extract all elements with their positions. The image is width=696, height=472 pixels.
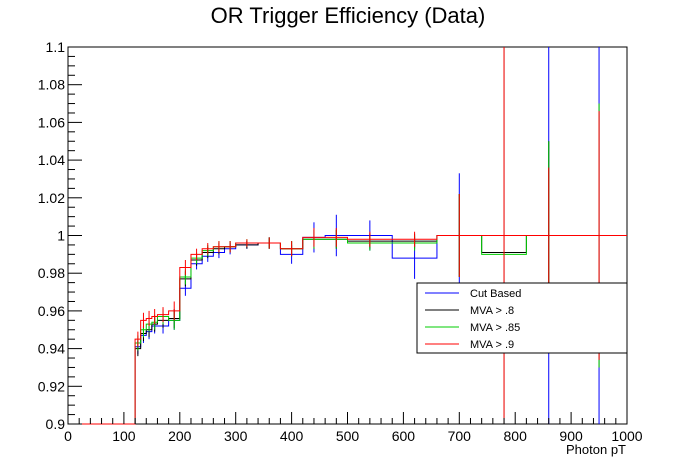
chart-title: OR Trigger Efficiency (Data) [211,3,486,28]
legend-label: MVA > .8 [470,305,514,317]
y-tick-label: 0.96 [38,303,65,319]
y-axis: 0.9 0.92 0.94 0.96 0.98 1 1.02 1.04 1.06 1.08 1.1 [38,39,82,432]
x-axis-title: Photon pT [566,442,626,457]
x-tick-label: 800 [504,428,528,444]
x-tick-label: 400 [280,428,304,444]
y-tick-label: 0.98 [38,265,65,281]
x-tick-label: 1000 [611,428,642,444]
series-step-line [68,235,627,425]
y-tick-label: 0.94 [38,341,65,357]
x-tick-label: 0 [64,428,72,444]
x-tick-label: 600 [392,428,416,444]
legend: Cut Based MVA > .8 MVA > .85 MVA > .9 [416,282,628,354]
y-tick-label: 1.06 [38,114,65,130]
x-tick-label: 900 [559,428,583,444]
legend-label: MVA > .9 [470,339,514,351]
plot-area [67,46,628,425]
y-tick-label: 1 [57,228,65,244]
x-tick-label: 700 [448,428,472,444]
y-tick-label: 0.92 [38,378,65,394]
y-tick-label: 1.04 [38,152,65,168]
x-tick-label: 500 [336,428,360,444]
x-tick-label: 200 [168,428,192,444]
legend-label: Cut Based [470,288,521,300]
y-tick-label: 1.08 [38,77,65,93]
x-tick-label: 100 [112,428,136,444]
legend-label: MVA > .85 [470,322,520,334]
x-tick-label: 300 [224,428,248,444]
series-3 [68,47,627,425]
x-axis: 0 100 200 300 400 500 600 700 800 900 1000 [64,412,643,444]
legend-box [416,282,628,354]
y-tick-label: 1.02 [38,190,65,206]
series-layer [68,47,627,425]
y-tick-label: 1.1 [46,39,66,55]
y-tick-label: 0.9 [46,416,66,432]
